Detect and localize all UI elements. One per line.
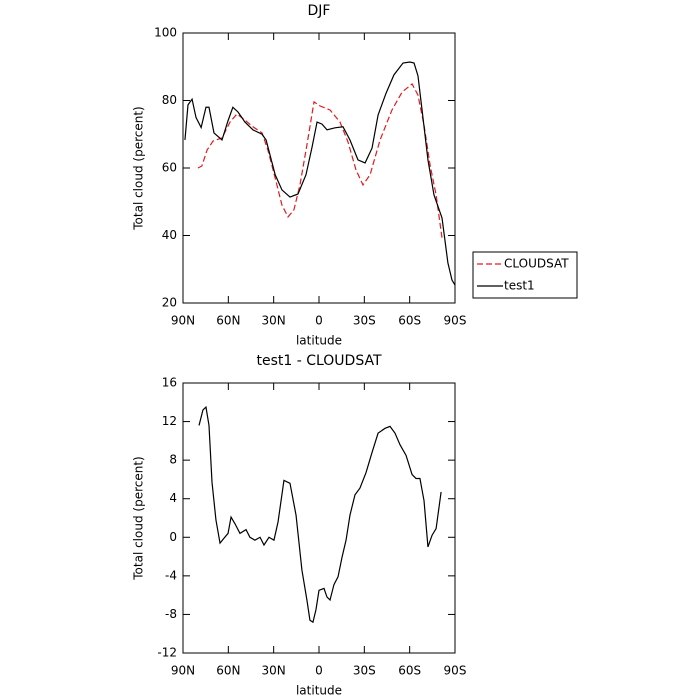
x-tick-label: 30S: [353, 664, 376, 678]
x-tick-label: 60N: [216, 664, 240, 678]
plot-frame: [182, 382, 456, 654]
x-tick-label: 0: [315, 664, 323, 678]
plot-frame: [182, 32, 456, 304]
y-tick-label: 16: [162, 376, 177, 390]
x-tick-label: 90N: [171, 664, 195, 678]
x-tick-label: 90N: [171, 314, 195, 328]
y-axis-label: Total cloud (percent): [132, 456, 146, 580]
chart-title: DJF: [308, 3, 331, 19]
x-tick-label: 30N: [262, 314, 286, 328]
x-tick-label: 90S: [444, 664, 467, 678]
x-axis-label: latitude: [296, 334, 342, 348]
y-tick-label: 40: [162, 228, 177, 242]
y-tick-label: 80: [162, 93, 177, 107]
legend-box: [472, 251, 578, 299]
y-tick-label: 4: [169, 491, 177, 505]
y-tick-label: 100: [154, 26, 177, 40]
y-tick-label: 12: [162, 414, 177, 428]
x-tick-label: 90S: [444, 314, 467, 328]
x-tick-label: 60S: [398, 314, 421, 328]
x-axis-label: latitude: [296, 684, 342, 698]
legend-label: CLOUDSAT: [504, 257, 569, 271]
x-tick-label: 60N: [216, 314, 240, 328]
data-line: [184, 61, 456, 286]
chart-title: test1 - CLOUDSAT: [256, 353, 382, 369]
y-tick-label: -12: [157, 646, 177, 660]
y-tick-label: 20: [162, 296, 177, 310]
x-tick-label: 30S: [353, 314, 376, 328]
y-tick-label: 60: [162, 161, 177, 175]
x-tick-label: 0: [315, 314, 323, 328]
y-tick-label: 8: [169, 453, 177, 467]
y-tick-label: -4: [165, 568, 177, 582]
x-tick-label: 60S: [398, 664, 421, 678]
y-axis-label: Total cloud (percent): [132, 106, 146, 230]
y-tick-label: 0: [169, 530, 177, 544]
x-tick-label: 30N: [262, 664, 286, 678]
legend-label: test1: [504, 279, 535, 293]
data-line: [197, 83, 443, 238]
y-tick-label: -8: [165, 607, 177, 621]
data-line: [198, 405, 442, 624]
